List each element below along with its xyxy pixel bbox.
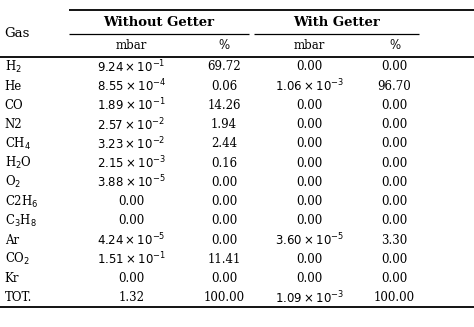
Text: $2.15 \times 10^{-3}$: $2.15 \times 10^{-3}$	[97, 155, 166, 171]
Text: 0.00: 0.00	[296, 60, 322, 73]
Text: 11.41: 11.41	[207, 253, 241, 266]
Text: mbar: mbar	[293, 39, 325, 52]
Text: Gas: Gas	[5, 27, 30, 40]
Text: $4.24 \times 10^{-5}$: $4.24 \times 10^{-5}$	[97, 232, 166, 248]
Text: %: %	[389, 39, 400, 52]
Text: 0.00: 0.00	[296, 214, 322, 227]
Text: 0.00: 0.00	[382, 195, 408, 208]
Text: %: %	[219, 39, 229, 52]
Text: 100.00: 100.00	[374, 291, 415, 304]
Text: $8.55 \times 10^{-4}$: $8.55 \times 10^{-4}$	[97, 78, 166, 95]
Text: C$_3$H$_8$: C$_3$H$_8$	[5, 213, 36, 229]
Text: 0.00: 0.00	[118, 214, 145, 227]
Text: 0.00: 0.00	[382, 118, 408, 131]
Text: 0.00: 0.00	[296, 157, 322, 170]
Text: 0.00: 0.00	[296, 137, 322, 150]
Text: N2: N2	[5, 118, 22, 131]
Text: $3.60 \times 10^{-5}$: $3.60 \times 10^{-5}$	[275, 232, 344, 248]
Text: 0.00: 0.00	[382, 157, 408, 170]
Text: $1.89 \times 10^{-1}$: $1.89 \times 10^{-1}$	[97, 97, 166, 113]
Text: H$_2$: H$_2$	[5, 59, 21, 75]
Text: Ar: Ar	[5, 233, 19, 247]
Text: 0.00: 0.00	[296, 272, 322, 285]
Text: mbar: mbar	[116, 39, 147, 52]
Text: 0.00: 0.00	[296, 195, 322, 208]
Text: 69.72: 69.72	[207, 60, 241, 73]
Text: 1.94: 1.94	[211, 118, 237, 131]
Text: 0.00: 0.00	[211, 233, 237, 247]
Text: 14.26: 14.26	[207, 99, 241, 112]
Text: $3.88 \times 10^{-5}$: $3.88 \times 10^{-5}$	[97, 174, 166, 191]
Text: 0.00: 0.00	[382, 272, 408, 285]
Text: $1.51 \times 10^{-1}$: $1.51 \times 10^{-1}$	[97, 251, 166, 267]
Text: 0.00: 0.00	[211, 195, 237, 208]
Text: C2H$_6$: C2H$_6$	[5, 194, 38, 210]
Text: With Getter: With Getter	[293, 16, 380, 28]
Text: 0.00: 0.00	[296, 253, 322, 266]
Text: 0.00: 0.00	[382, 137, 408, 150]
Text: CO: CO	[5, 99, 23, 112]
Text: $1.09 \times 10^{-3}$: $1.09 \times 10^{-3}$	[275, 289, 344, 306]
Text: 0.00: 0.00	[382, 176, 408, 189]
Text: 0.00: 0.00	[211, 176, 237, 189]
Text: 0.00: 0.00	[211, 272, 237, 285]
Text: 96.70: 96.70	[378, 79, 411, 93]
Text: Kr: Kr	[5, 272, 19, 285]
Text: 3.30: 3.30	[382, 233, 408, 247]
Text: CO$_2$: CO$_2$	[5, 251, 30, 267]
Text: $9.24 \times 10^{-1}$: $9.24 \times 10^{-1}$	[97, 59, 166, 75]
Text: 0.00: 0.00	[118, 272, 145, 285]
Text: $3.23 \times 10^{-2}$: $3.23 \times 10^{-2}$	[97, 135, 166, 152]
Text: 0.16: 0.16	[211, 157, 237, 170]
Text: 0.00: 0.00	[296, 176, 322, 189]
Text: 0.00: 0.00	[382, 214, 408, 227]
Text: 1.32: 1.32	[118, 291, 145, 304]
Text: 100.00: 100.00	[203, 291, 245, 304]
Text: 0.00: 0.00	[118, 195, 145, 208]
Text: 2.44: 2.44	[211, 137, 237, 150]
Text: 0.06: 0.06	[211, 79, 237, 93]
Text: 0.00: 0.00	[211, 214, 237, 227]
Text: CH$_4$: CH$_4$	[5, 136, 31, 152]
Text: $2.57 \times 10^{-2}$: $2.57 \times 10^{-2}$	[98, 116, 165, 133]
Text: He: He	[5, 79, 22, 93]
Text: 0.00: 0.00	[382, 253, 408, 266]
Text: H$_2$O: H$_2$O	[5, 155, 32, 171]
Text: O$_2$: O$_2$	[5, 174, 21, 190]
Text: $1.06 \times 10^{-3}$: $1.06 \times 10^{-3}$	[275, 78, 344, 95]
Text: 0.00: 0.00	[296, 99, 322, 112]
Text: TOT.: TOT.	[5, 291, 32, 304]
Text: Without Getter: Without Getter	[103, 16, 214, 28]
Text: 0.00: 0.00	[296, 118, 322, 131]
Text: 0.00: 0.00	[382, 60, 408, 73]
Text: 0.00: 0.00	[382, 99, 408, 112]
